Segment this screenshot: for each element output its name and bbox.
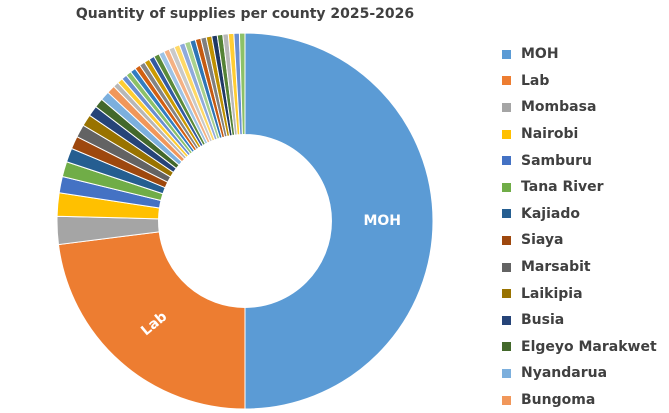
- legend-item-tana-river: Tana River: [502, 174, 657, 201]
- chart-title: Quantity of supplies per county 2025-202…: [75, 6, 415, 22]
- legend-label-bungoma: Bungoma: [521, 392, 596, 409]
- legend-label-samburu: Samburu: [521, 152, 592, 169]
- legend-label-tana-river: Tana River: [521, 179, 604, 196]
- legend-label-nairobi: Nairobi: [521, 126, 579, 143]
- slice-label-moh: MOH: [363, 213, 401, 229]
- legend-label-laikipia: Laikipia: [521, 285, 583, 302]
- legend-swatch-moh: [502, 49, 511, 59]
- legend-swatch-samburu: [502, 156, 511, 166]
- legend-label-busia: Busia: [521, 312, 565, 329]
- legend-item-busia: Busia: [502, 307, 657, 334]
- legend-swatch-kajiado: [502, 209, 511, 219]
- legend-swatch-nyandarua: [502, 368, 511, 378]
- legend-label-kajiado: Kajiado: [521, 205, 580, 222]
- legend-item-kajiado: Kajiado: [502, 201, 657, 228]
- legend-swatch-mombasa: [502, 102, 511, 112]
- legend-label-mombasa: Mombasa: [521, 99, 597, 116]
- legend-swatch-busia: [502, 315, 511, 325]
- legend-item-samburu: Samburu: [502, 147, 657, 174]
- legend-label-elgeyo-marakwet: Elgeyo Marakwet: [521, 338, 657, 355]
- legend-item-elgeyo-marakwet: Elgeyo Marakwet: [502, 334, 657, 361]
- legend-swatch-lab: [502, 76, 511, 86]
- legend-item-lab: Lab: [502, 68, 657, 95]
- legend: MOH Lab Mombasa Nairobi Samburu Tana River Kaj…: [502, 41, 657, 413]
- legend-swatch-bungoma: [502, 395, 511, 405]
- legend-item-laikipia: Laikipia: [502, 280, 657, 307]
- legend-swatch-laikipia: [502, 289, 511, 299]
- legend-swatch-marsabit: [502, 262, 511, 272]
- legend-swatch-elgeyo-marakwet: [502, 342, 511, 352]
- legend-item-moh: MOH: [502, 41, 657, 68]
- legend-item-nyandarua: Nyandarua: [502, 360, 657, 387]
- legend-label-nyandarua: Nyandarua: [521, 365, 608, 382]
- legend-label-marsabit: Marsabit: [521, 259, 591, 276]
- slice-moh: [244, 32, 434, 410]
- legend-item-nairobi: Nairobi: [502, 121, 657, 148]
- legend-item-siaya: Siaya: [502, 227, 657, 254]
- legend-item-marsabit: Marsabit: [502, 254, 657, 281]
- legend-item-mombasa: Mombasa: [502, 94, 657, 121]
- legend-swatch-nairobi: [502, 129, 511, 139]
- legend-label-lab: Lab: [521, 72, 550, 89]
- legend-item-bungoma: Bungoma: [502, 387, 657, 413]
- legend-label-moh: MOH: [521, 46, 559, 63]
- slice-other-26: [238, 32, 246, 136]
- legend-swatch-siaya: [502, 235, 511, 245]
- legend-swatch-tana-river: [502, 182, 511, 192]
- legend-label-siaya: Siaya: [521, 232, 564, 249]
- slice-lab: [57, 231, 246, 410]
